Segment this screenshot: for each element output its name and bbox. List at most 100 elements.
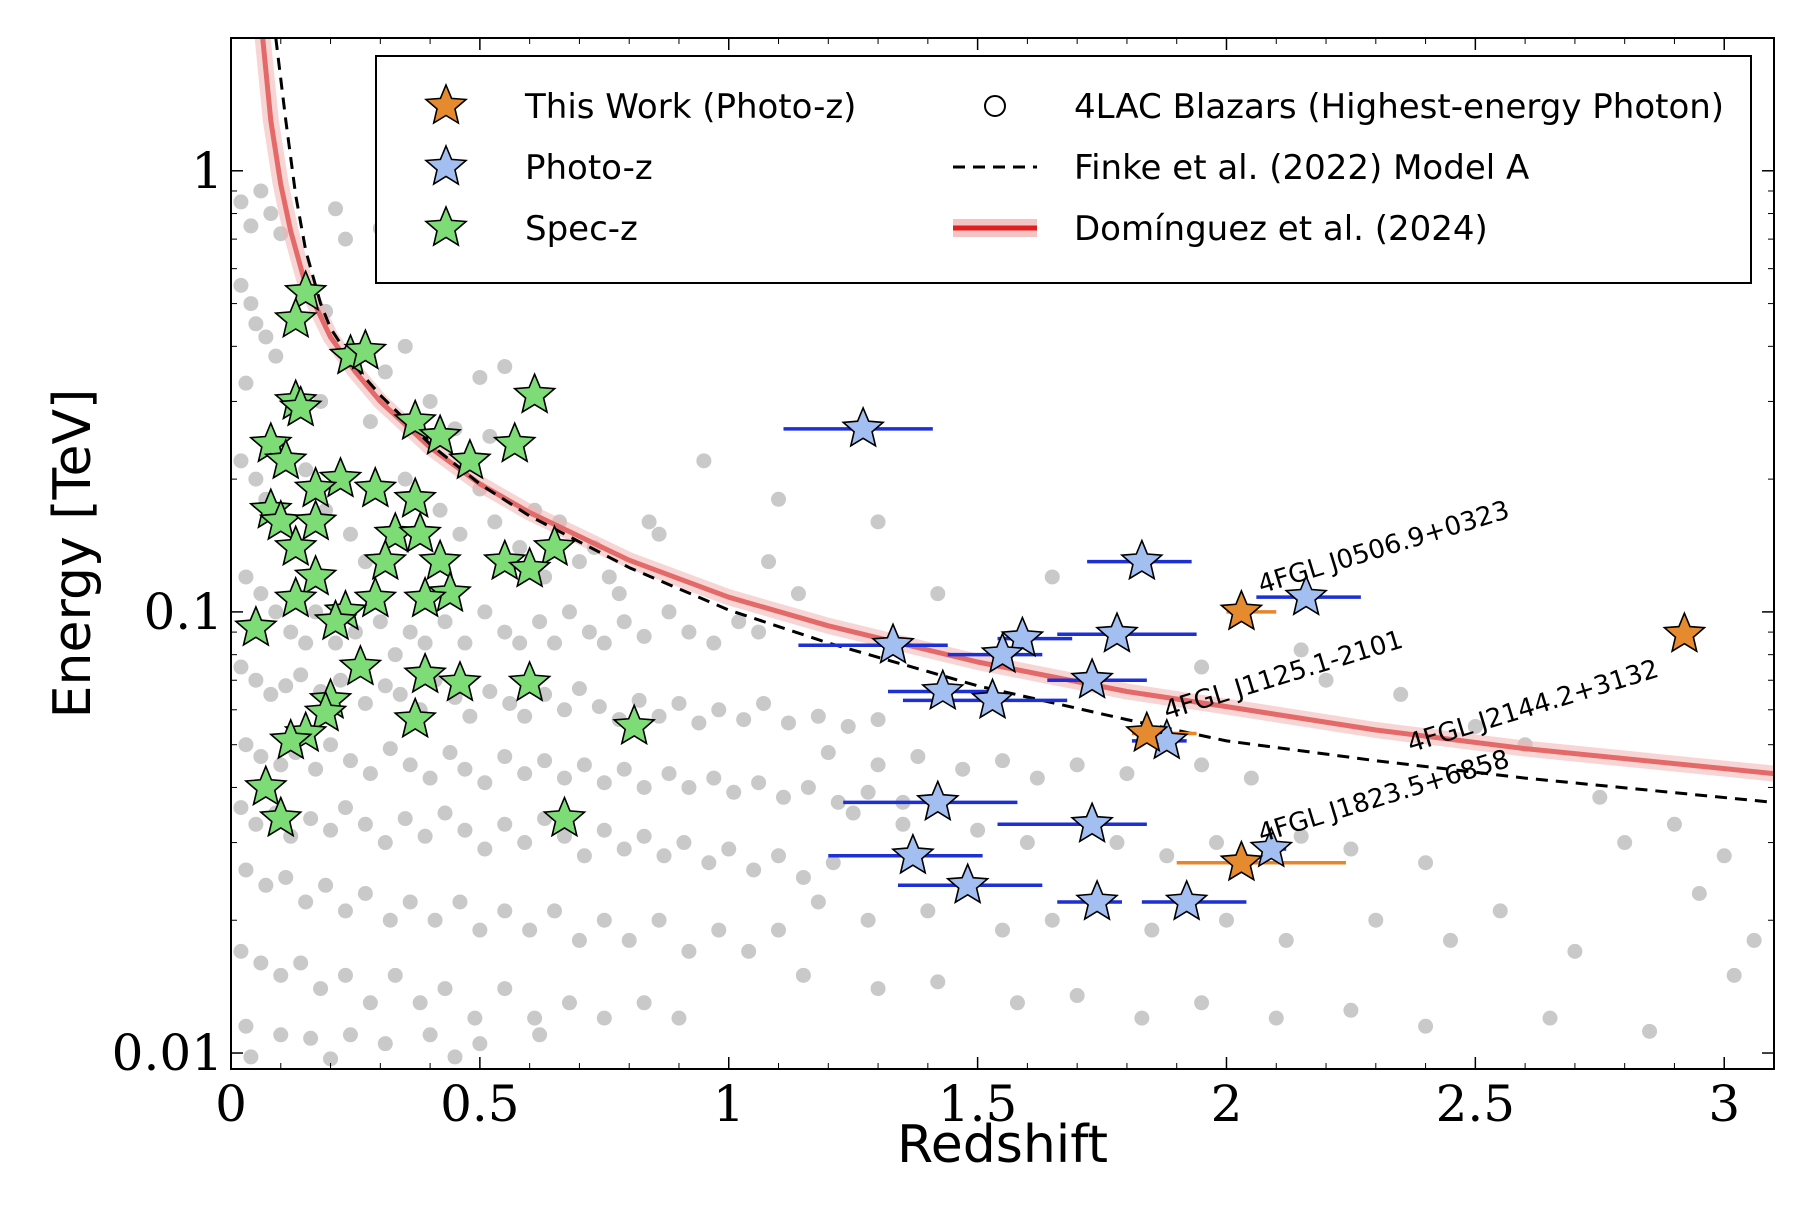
background-blazar-point [233,277,249,293]
background-blazar-point [651,912,667,928]
background-blazar-point [596,635,612,651]
background-blazar-point [955,761,971,777]
photo-z-star [980,631,1025,674]
background-blazar-point [636,828,652,844]
background-blazar-point [273,967,289,983]
background-blazar-point [1194,757,1210,773]
spec-z-star [403,575,448,618]
background-blazar-point [681,779,697,795]
background-blazar-point [746,862,762,878]
background-blazar-point [258,329,274,345]
background-blazar-point [591,699,607,715]
photo-z-star [871,622,915,664]
spec-z-star [353,575,398,618]
background-blazar-point [696,453,712,469]
background-blazar-point [616,614,632,630]
spec-z-star [273,575,318,618]
background-blazar-point [771,922,787,938]
background-blazar-point [477,775,493,791]
background-blazar-point [258,877,274,893]
x-tick-label: 3 [1708,1075,1740,1133]
background-blazar-point [412,995,428,1011]
background-blazar-point [561,604,577,620]
background-blazar-point [1368,912,1384,928]
background-blazar-point [636,628,652,644]
background-blazar-point [447,1049,463,1065]
background-blazar-point [930,974,946,990]
background-blazar-point [392,686,408,702]
background-blazar-point [263,686,279,702]
background-blazar-point [711,922,727,938]
background-blazar-point [761,554,777,570]
photo-z-star [1164,878,1209,921]
background-blazar-point [780,715,796,731]
background-blazar-point [497,359,513,375]
background-blazar-point [318,877,334,893]
background-blazar-point [547,635,563,651]
background-blazar-point [323,1051,339,1067]
background-blazar-point [497,749,513,765]
background-blazar-point [283,624,299,640]
background-blazar-point [790,586,806,602]
spec-z-star [263,437,308,480]
background-blazar-point [571,681,587,697]
background-blazar-point [238,375,254,391]
spec-z-star [273,524,318,567]
background-blazar-point [681,943,697,959]
background-blazar-point [636,779,652,795]
background-blazar-point [233,800,249,816]
background-blazar-point [1318,672,1334,688]
background-blazar-point [775,789,791,805]
spec-z-star [447,437,492,480]
background-blazar-point [556,770,572,786]
spec-z-star [258,795,303,838]
y-tick-label: 0.01 [112,1024,223,1082]
background-blazar-point [382,912,398,928]
background-blazar-point [382,741,398,757]
background-blazar-point [661,766,677,782]
background-blazar-point [397,471,413,487]
background-blazar-point [422,393,438,409]
background-blazar-point [362,995,378,1011]
background-blazar-point [1293,828,1309,844]
background-blazar-point [238,737,254,753]
background-blazar-point [278,869,294,885]
photo-z-star [1095,611,1139,653]
background-blazar-point [377,678,393,694]
background-blazar-point [547,903,563,919]
background-blazar-point [377,1036,393,1052]
background-blazar-point [995,753,1010,769]
photo-z-star [970,677,1015,720]
this-work-star [1219,588,1264,631]
background-blazar-point [1617,835,1633,851]
background-blazar-point [651,708,667,724]
source-annotation: 4FGL J0506.9+0323 [1255,495,1513,600]
spec-z-star [278,384,323,427]
background-blazar-point [596,1010,612,1026]
background-blazar-point [676,835,692,851]
legend-label: Finke et al. (2022) Model A [1074,148,1529,188]
background-blazar-point [840,718,856,734]
background-blazar-point [706,770,722,786]
photo-z-star [890,832,935,875]
background-blazar-point [337,903,353,919]
background-blazar-point [253,749,269,765]
background-blazar-point [248,316,264,332]
background-blazar-point [537,753,553,769]
background-blazar-point [1069,988,1085,1004]
background-blazar-point [671,695,687,711]
background-blazar-point [233,659,249,675]
background-blazar-point [830,794,846,810]
background-blazar-point [522,922,538,938]
background-blazar-point [1343,1002,1359,1018]
background-blazar-point [442,745,458,761]
spec-z-star [293,553,338,596]
background-blazar-point [1019,835,1035,851]
background-blazar-point [1467,718,1483,734]
background-blazar-point [243,1049,259,1065]
background-blazar-point [736,712,752,728]
background-blazar-point [402,757,418,773]
background-blazar-point [452,894,468,910]
background-blazar-point [701,855,717,871]
background-blazar-point [581,624,597,640]
